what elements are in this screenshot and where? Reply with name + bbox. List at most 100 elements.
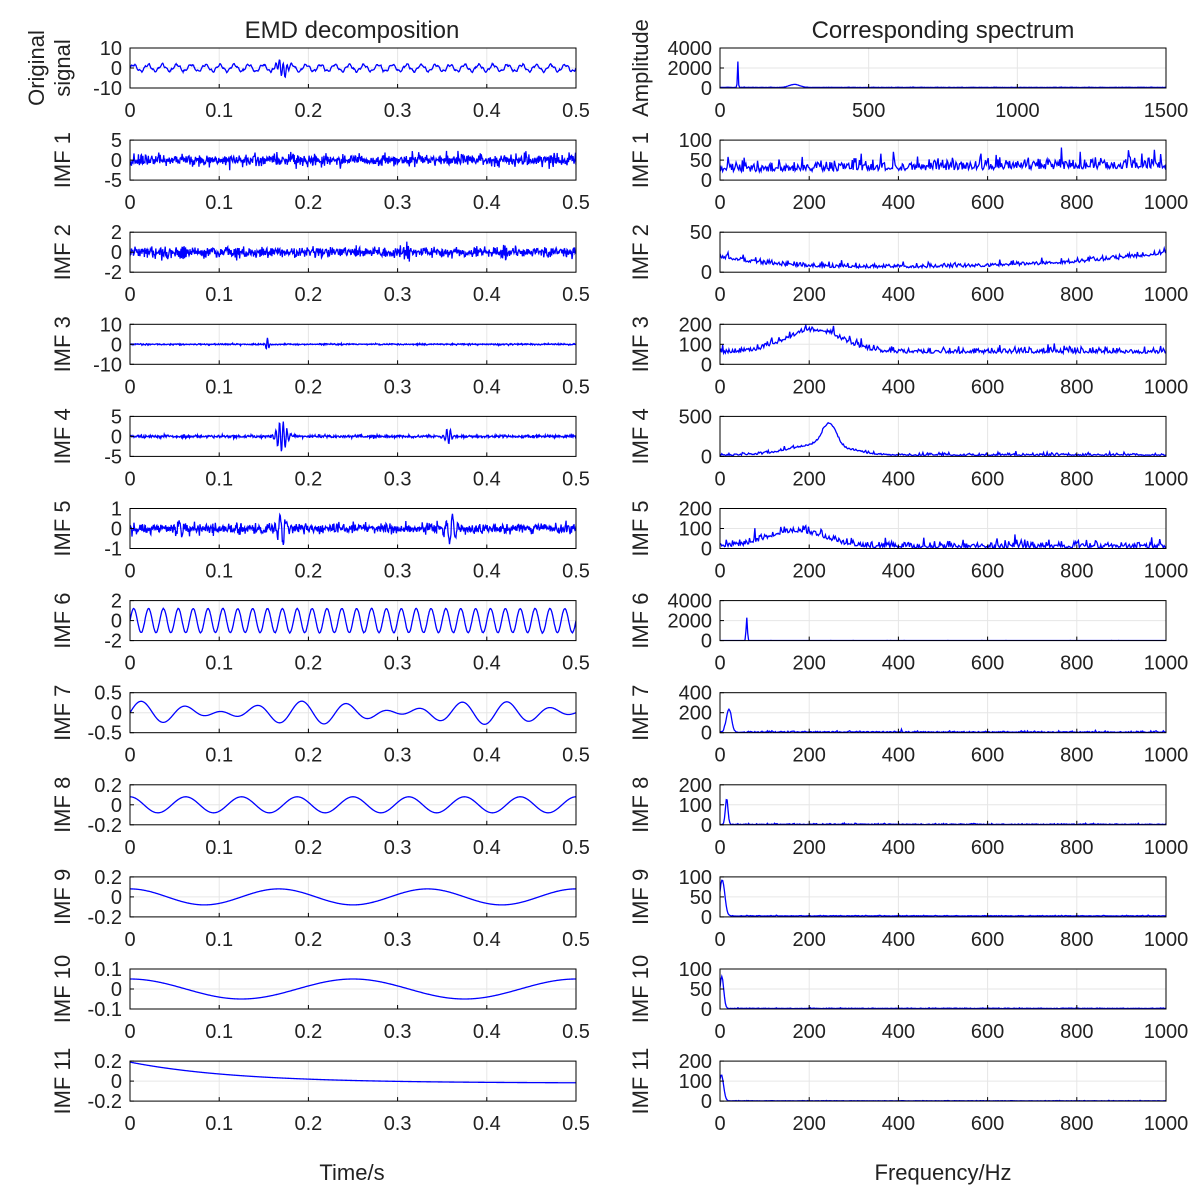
x-tick-label-right-3: 600 xyxy=(971,376,1004,398)
y-tick-label-left-5: 1 xyxy=(111,499,122,521)
x-tick-label-right-2: 800 xyxy=(1060,284,1093,306)
x-tick-label-left-11: 0.1 xyxy=(205,1113,233,1135)
y-tick-label-right-11: 0 xyxy=(701,1091,712,1113)
x-tick-label-left-8: 0 xyxy=(124,837,135,859)
x-tick-label-left-3: 0.1 xyxy=(205,376,233,398)
x-tick-label-left-4: 0.5 xyxy=(562,468,590,490)
y-tick-label-right-7: 400 xyxy=(679,683,712,705)
x-tick-label-left-9: 0.5 xyxy=(562,929,590,951)
y-tick-label-left-4: 5 xyxy=(111,406,122,428)
series-line-left-3 xyxy=(130,337,576,350)
series-line-left-5 xyxy=(130,512,576,546)
x-tick-label-left-5: 0.4 xyxy=(473,561,501,583)
x-tick-label-left-7: 0.1 xyxy=(205,745,233,767)
x-tick-label-right-7: 200 xyxy=(793,745,826,767)
y-tick-label-right-5: 200 xyxy=(679,499,712,521)
x-tick-label-left-4: 0.1 xyxy=(205,468,233,490)
y-axis-label-right-1: IMF 1 xyxy=(628,132,653,188)
x-tick-label-left-1: 0.1 xyxy=(205,192,233,214)
x-tick-label-right-3: 800 xyxy=(1060,376,1093,398)
y-tick-label-left-6: 0 xyxy=(111,611,122,633)
y-tick-label-left-3: -10 xyxy=(93,354,122,376)
x-tick-label-right-5: 400 xyxy=(882,561,915,583)
x-tick-label-right-1: 0 xyxy=(714,192,725,214)
x-tick-label-right-10: 800 xyxy=(1060,1021,1093,1043)
x-tick-label-left-11: 0.3 xyxy=(384,1113,412,1135)
y-tick-label-right-3: 100 xyxy=(679,334,712,356)
y-tick-label-left-1: -5 xyxy=(104,170,122,192)
y-tick-label-right-0: 0 xyxy=(701,78,712,100)
x-tick-label-left-11: 0.5 xyxy=(562,1113,590,1135)
x-tick-label-right-4: 600 xyxy=(971,468,1004,490)
x-tick-label-right-2: 400 xyxy=(882,284,915,306)
y-tick-label-right-3: 0 xyxy=(701,354,712,376)
y-tick-label-right-8: 100 xyxy=(679,795,712,817)
series-line-left-1 xyxy=(130,150,576,171)
x-tick-label-left-1: 0.3 xyxy=(384,192,412,214)
series-line-left-0 xyxy=(130,59,576,79)
x-tick-label-right-4: 200 xyxy=(793,468,826,490)
x-tick-label-right-11: 200 xyxy=(793,1113,826,1135)
x-tick-label-left-11: 0.4 xyxy=(473,1113,501,1135)
x-tick-label-left-4: 0.2 xyxy=(294,468,322,490)
series-line-right-4 xyxy=(720,421,1166,457)
x-tick-label-right-10: 600 xyxy=(971,1021,1004,1043)
y-tick-label-right-1: 100 xyxy=(679,130,712,152)
left-x-axis-label: Time/s xyxy=(319,1160,384,1185)
x-tick-label-left-8: 0.4 xyxy=(473,837,501,859)
x-tick-label-right-6: 800 xyxy=(1060,653,1093,675)
x-tick-label-right-5: 200 xyxy=(793,561,826,583)
x-tick-label-right-8: 0 xyxy=(714,837,725,859)
x-tick-label-right-5: 800 xyxy=(1060,561,1093,583)
series-line-left-6 xyxy=(130,607,576,635)
y-tick-label-left-6: 2 xyxy=(111,591,122,613)
x-tick-label-right-2: 1000 xyxy=(1144,284,1189,306)
x-tick-label-right-10: 400 xyxy=(882,1021,915,1043)
x-tick-label-left-2: 0.5 xyxy=(562,284,590,306)
y-tick-label-right-5: 100 xyxy=(679,519,712,541)
series-line-right-1 xyxy=(720,147,1166,175)
x-tick-label-right-5: 600 xyxy=(971,561,1004,583)
x-tick-label-left-2: 0.3 xyxy=(384,284,412,306)
y-axis-label-right-7: IMF 7 xyxy=(628,685,653,741)
y-tick-label-right-1: 50 xyxy=(690,150,712,172)
y-axis-label-left-1: IMF 1 xyxy=(50,132,75,188)
x-tick-label-left-10: 0.4 xyxy=(473,1021,501,1043)
x-tick-label-left-0: 0 xyxy=(124,100,135,122)
x-tick-label-left-5: 0.1 xyxy=(205,561,233,583)
y-tick-label-left-7: 0.5 xyxy=(94,683,122,705)
x-tick-label-right-1: 600 xyxy=(971,192,1004,214)
y-axis-label-left-7: IMF 7 xyxy=(50,685,75,741)
x-tick-label-left-10: 0.5 xyxy=(562,1021,590,1043)
series-line-right-11 xyxy=(720,1074,1166,1102)
series-line-right-9 xyxy=(720,879,1166,917)
x-tick-label-left-8: 0.2 xyxy=(294,837,322,859)
x-tick-label-left-9: 0 xyxy=(124,929,135,951)
y-tick-label-left-7: 0 xyxy=(111,703,122,725)
x-tick-label-right-7: 1000 xyxy=(1144,745,1189,767)
y-tick-label-left-0: -10 xyxy=(93,78,122,100)
y-tick-label-left-8: 0.2 xyxy=(94,775,122,797)
y-tick-label-left-2: 0 xyxy=(111,242,122,264)
y-tick-label-right-2: 0 xyxy=(701,262,712,284)
x-tick-label-right-4: 1000 xyxy=(1144,468,1189,490)
y-axis-label-left-9: IMF 9 xyxy=(50,869,75,925)
y-axis-label-right-5: IMF 5 xyxy=(628,500,653,556)
x-tick-label-left-5: 0.2 xyxy=(294,561,322,583)
series-line-left-9 xyxy=(130,888,576,906)
y-tick-label-left-10: 0.1 xyxy=(94,959,122,981)
y-axis-label-right-11: IMF 11 xyxy=(628,1048,653,1115)
x-tick-label-right-6: 400 xyxy=(882,653,915,675)
y-tick-label-left-11: 0 xyxy=(111,1071,122,1093)
subplot-right-2: 0 200 400 600 800 1000 0 50 IMF 2 xyxy=(628,222,1188,306)
